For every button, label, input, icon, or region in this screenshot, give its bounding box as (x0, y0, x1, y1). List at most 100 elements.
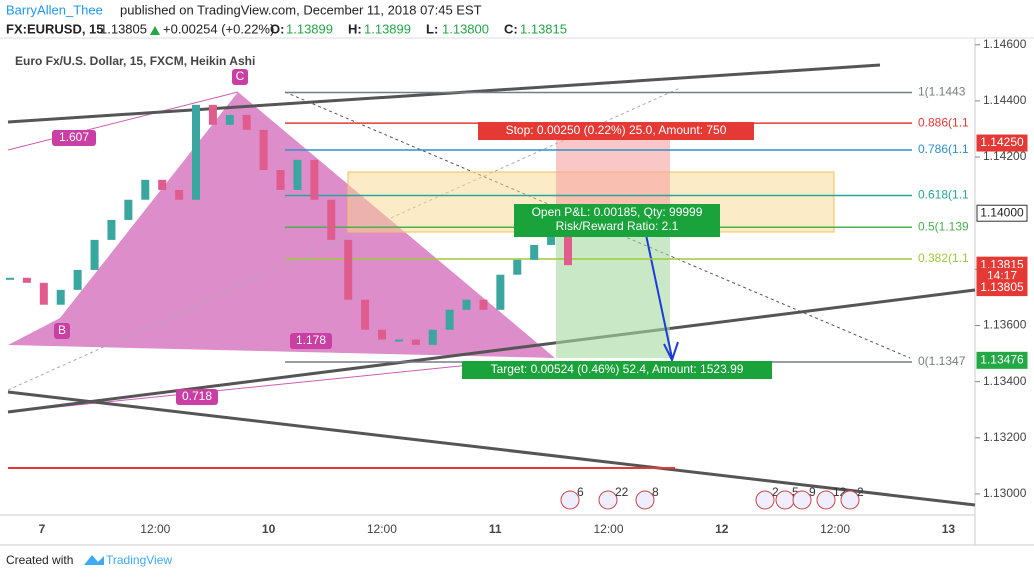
x-tick-label: 12 (715, 522, 729, 536)
pnl-text: Risk/Reward Ratio: 2.1 (556, 219, 679, 233)
candle (192, 104, 200, 200)
candle (327, 199, 336, 240)
fib-label: 1(1.1443 (918, 85, 966, 99)
candle (293, 159, 302, 190)
price-tag (976, 204, 1028, 222)
price-tag-label: 14:17 (987, 269, 1017, 283)
candle (259, 129, 268, 170)
plot (6, 63, 976, 507)
price-tag-label: 1.14000 (980, 205, 1024, 219)
x-tick-label: 10 (262, 522, 276, 536)
label-bg (176, 389, 218, 405)
candle (276, 169, 285, 190)
harmonic-pattern (8, 92, 555, 358)
candle (90, 239, 99, 270)
candle (344, 239, 353, 300)
events: 6 22 8 2 5 9 12 2 (560, 485, 864, 510)
x-tick-label: 12:00 (367, 522, 397, 536)
price-tag (976, 351, 1028, 369)
fib-label: 0.5(1.139 (918, 219, 969, 233)
label-1607: 1.607 (52, 130, 96, 146)
label-b: B (54, 323, 70, 339)
x-tick-label: 13 (942, 522, 956, 536)
arrow-head (663, 341, 679, 363)
label-bg (54, 323, 70, 339)
candle (378, 329, 386, 340)
price-tag-label: 1.13476 (980, 352, 1024, 366)
label-c: C (232, 69, 248, 85)
stop-box (478, 122, 754, 140)
y-tick-label: 1.13200 (983, 430, 1027, 444)
candle (175, 189, 184, 200)
candle (6, 277, 14, 280)
event-icon (816, 490, 836, 510)
label-0718: 0.718 (176, 389, 218, 405)
label-1178: 1.178 (290, 333, 332, 349)
ohlc-item: O: (270, 21, 284, 36)
event-count: 6 (577, 485, 584, 499)
pattern-label: B (58, 323, 66, 337)
pattern-leg (7, 364, 471, 413)
ohlc-item: 1.13815 (520, 21, 567, 36)
footer-created: Created with (6, 553, 73, 567)
fib-label: 0.786(1.1 (918, 142, 969, 156)
y-tick-label: 1.13000 (983, 486, 1027, 500)
trend-line (7, 288, 976, 414)
fib-label: 0.618(1.1 (918, 188, 969, 202)
event-count: 8 (652, 485, 659, 499)
fib-label: 0.382(1.1 (918, 251, 969, 265)
event-icon (635, 490, 655, 510)
pattern-label: 1.178 (296, 333, 326, 347)
candle (428, 329, 437, 345)
label-bg (290, 333, 332, 349)
last: 1.13805 (100, 21, 147, 36)
y-tick-label: 1.13400 (983, 374, 1027, 388)
pnl-box (514, 204, 720, 237)
dashed-line (284, 91, 911, 359)
ohlc-item: H: (348, 21, 362, 36)
event-icon (560, 490, 580, 510)
event-count: 2 (857, 485, 864, 499)
target-box (462, 361, 772, 379)
y-tick-label: 1.13600 (983, 318, 1027, 332)
price-tag (976, 279, 1028, 297)
candle (445, 309, 454, 330)
event-icon (755, 490, 775, 510)
event-icon (598, 490, 618, 510)
trend-line (7, 63, 881, 124)
logo (84, 555, 104, 565)
up-arrow (150, 26, 160, 35)
arrow (644, 229, 673, 359)
candle (242, 114, 251, 130)
change: +0.00254 (+0.22%) (163, 21, 274, 36)
x-tick-label: 12:00 (593, 522, 623, 536)
candle (56, 289, 65, 305)
user: BarryAllen_Thee (6, 2, 103, 17)
pattern-label: 1.607 (59, 130, 89, 144)
pattern-label: C (236, 69, 245, 83)
target-zone (556, 233, 670, 358)
fib-label: 0(1.1347 (918, 354, 966, 368)
symbol: FX:EURUSD, 15 (6, 21, 104, 36)
label-bg (232, 69, 248, 85)
target-text: Target: 0.00524 (0.46%) 52.4, Amount: 15… (491, 362, 744, 376)
chart-title: Euro Fx/U.S. Dollar, 15, FXCM, Heikin As… (15, 54, 255, 68)
candle (73, 269, 82, 290)
ohlc-item: L: (426, 21, 438, 36)
candle (141, 179, 150, 200)
candle (411, 339, 420, 345)
event-count: 2 (772, 485, 779, 499)
price-tag-label: 1.14250 (980, 135, 1024, 149)
x-tick-label: 11 (489, 522, 502, 536)
event-icon (792, 490, 812, 510)
candle (22, 277, 31, 283)
candle (462, 299, 471, 310)
pattern-leg (7, 91, 239, 151)
ohlc-item: 1.13899 (286, 21, 333, 36)
ohlc-item: 1.13800 (442, 21, 489, 36)
candle (158, 179, 167, 190)
candle (479, 299, 488, 310)
candle (394, 339, 403, 342)
